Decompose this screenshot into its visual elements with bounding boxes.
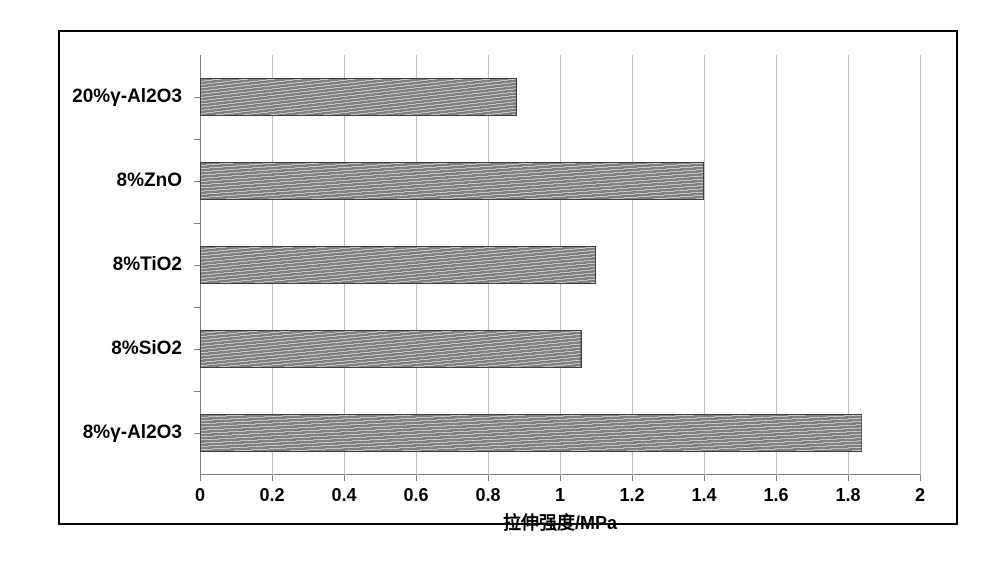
y-tick-mark bbox=[194, 223, 200, 224]
x-tick-label: 0.6 bbox=[403, 475, 428, 506]
y-tick-mark bbox=[194, 391, 200, 392]
gridline bbox=[776, 55, 777, 475]
y-tick-label: 8%ZnO bbox=[117, 170, 200, 192]
bar bbox=[200, 78, 517, 116]
x-tick-label: 1.2 bbox=[619, 475, 644, 506]
gridline bbox=[848, 55, 849, 475]
bar bbox=[200, 414, 862, 452]
x-tick-label: 0.8 bbox=[475, 475, 500, 506]
y-tick-label: 8%γ-Al2O3 bbox=[83, 422, 200, 444]
x-tick-label: 0.2 bbox=[259, 475, 284, 506]
plot-area: 拉伸强度/MPa 00.20.40.60.811.21.41.61.8220%γ… bbox=[200, 55, 920, 475]
bar bbox=[200, 330, 582, 368]
bar bbox=[200, 162, 704, 200]
gridline bbox=[632, 55, 633, 475]
x-tick-label: 1.6 bbox=[763, 475, 788, 506]
x-tick-label: 0 bbox=[195, 475, 205, 506]
y-tick-label: 20%γ-Al2O3 bbox=[72, 86, 200, 108]
y-tick-mark bbox=[194, 139, 200, 140]
x-tick-label: 1 bbox=[555, 475, 565, 506]
gridline bbox=[920, 55, 921, 475]
bar bbox=[200, 246, 596, 284]
y-tick-mark bbox=[194, 307, 200, 308]
gridline bbox=[704, 55, 705, 475]
x-tick-label: 2 bbox=[915, 475, 925, 506]
x-tick-label: 0.4 bbox=[331, 475, 356, 506]
y-tick-label: 8%SiO2 bbox=[111, 338, 200, 360]
x-tick-label: 1.8 bbox=[835, 475, 860, 506]
y-tick-label: 8%TiO2 bbox=[113, 254, 200, 276]
x-tick-label: 1.4 bbox=[691, 475, 716, 506]
